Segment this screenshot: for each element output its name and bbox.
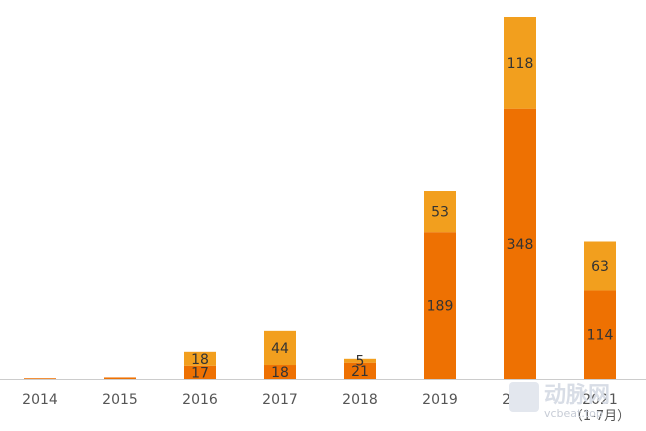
watermark-text: 动脉网 [544,383,610,408]
x-tick-labels-group: 20142015201620172018201920202021（1-7月） [22,392,630,424]
watermark-subtext: vcbeat.top [544,407,603,420]
x-tick-sublabel-2021: （1-7月） [570,409,630,424]
data-label-2020-series-2: 118 [507,56,534,72]
bar-segment-2018-series-2 [344,358,376,363]
bar-segment-2016-series-2 [184,351,216,366]
x-tick-label-2018: 2018 [342,392,378,408]
data-label-2018-series-1: 21 [351,364,369,380]
bars-group [24,17,616,380]
bar-segment-2021-series-1 [584,290,616,379]
bar-segment-2021-series-2 [584,241,616,291]
data-label-2016-series-2: 18 [191,352,209,368]
watermark-icon [509,382,539,412]
bar-segment-2019-series-2 [424,191,456,233]
bar-segment-2020-series-2 [504,17,536,109]
data-label-2021-series-1: 114 [587,328,614,344]
data-label-2020-series-1: 348 [507,237,534,253]
bar-segment-2017-series-2 [264,330,296,366]
x-tick-label-2014: 2014 [22,392,58,408]
bar-segment-2018-series-1 [344,362,376,379]
data-label-2018-series-2: 5 [356,354,365,370]
bar-segment-2020-series-1 [504,108,536,380]
x-tick-label-2021: 2021 [582,392,618,408]
x-tick-label-2017: 2017 [262,392,298,408]
bar-segment-2017-series-1 [264,365,296,379]
bar-segment-2016-series-1 [184,365,216,379]
data-label-2017-series-1: 18 [271,365,289,381]
x-tick-label-2016: 2016 [182,392,218,408]
x-tick-label-2015: 2015 [102,392,138,408]
data-label-2019-series-1: 189 [427,299,454,315]
watermark-logo: 动脉网 vcbeat.top [509,382,610,420]
data-label-2019-series-2: 53 [431,205,449,221]
bar-segment-2014-series-1 [24,378,56,379]
bar-segment-2015-series-1 [104,377,136,379]
data-label-2021-series-2: 63 [591,259,609,275]
bar-segment-2019-series-1 [424,232,456,379]
x-tick-label-2019: 2019 [422,392,458,408]
data-label-2017-series-2: 44 [271,341,289,357]
data-label-2016-series-1: 17 [191,365,209,381]
